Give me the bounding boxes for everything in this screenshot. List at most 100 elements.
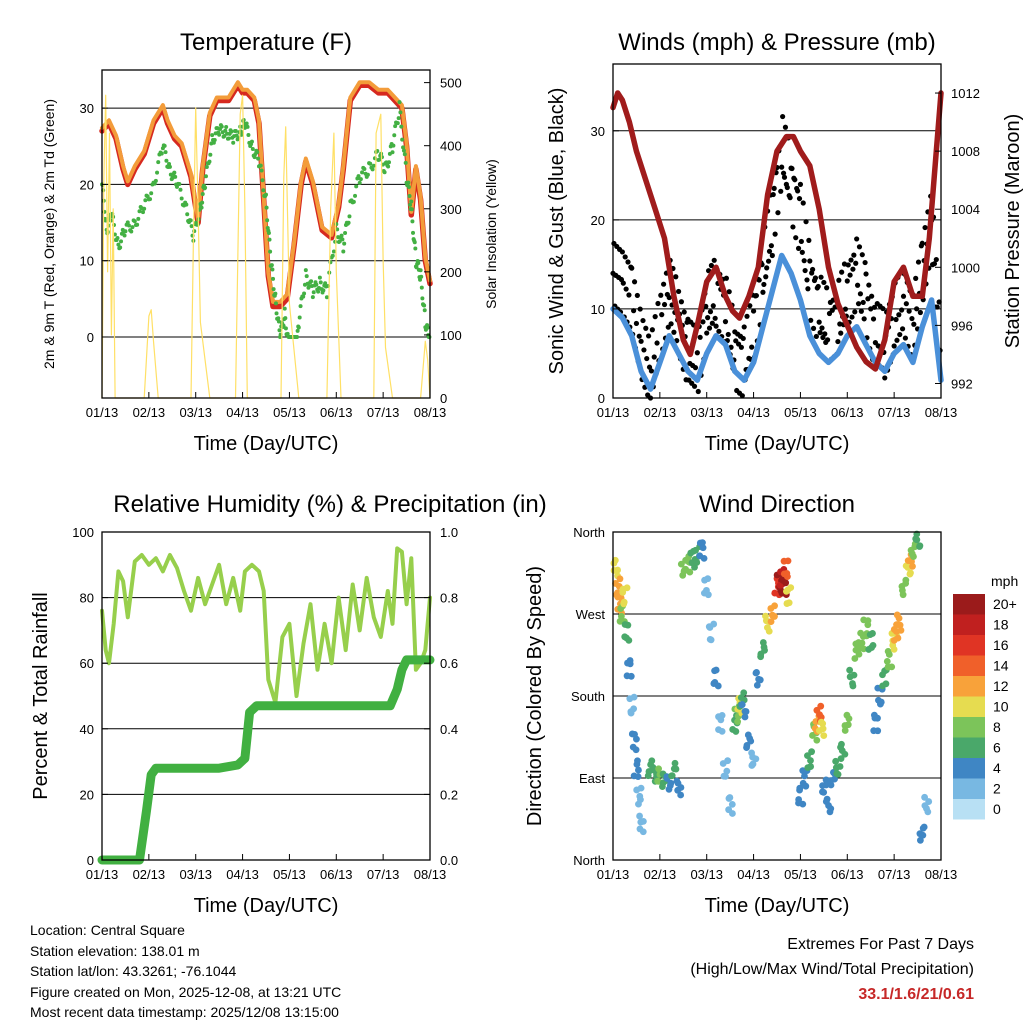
direction-point (748, 762, 756, 769)
direction-point (767, 605, 775, 612)
temperature-xlabel: Time (Day/UTC) (194, 433, 339, 455)
winds-point-gust (709, 320, 715, 326)
direction-ytick-label: East (579, 771, 605, 786)
direction-point (869, 641, 877, 649)
winds-point-gust (900, 293, 907, 299)
winds-ytick-label: 10 (591, 302, 605, 317)
direction-point (740, 689, 748, 697)
temperature-point-dewpoint (323, 281, 328, 286)
temperature-point-dewpoint (137, 209, 142, 214)
direction-point (715, 713, 722, 721)
winds-point-gust (775, 210, 781, 216)
direction-point (858, 639, 866, 647)
direction-point (752, 669, 760, 677)
humidity-title: Relative Humidity (%) & Precipitation (i… (113, 491, 546, 518)
winds-point-gust (691, 383, 698, 389)
temperature-point-dewpoint (178, 187, 183, 192)
winds-point-gust (880, 305, 886, 312)
temperature-point-dewpoint (377, 157, 382, 162)
temperature-point-dewpoint (136, 216, 141, 221)
temperature-point-dewpoint (343, 230, 348, 235)
winds-point-gust (852, 309, 858, 315)
winds-point-gust (768, 243, 774, 249)
direction-point (696, 552, 704, 560)
winds-point-gust (906, 308, 912, 314)
figure-created: Figure created on Mon, 2025-12-08, at 13… (30, 983, 342, 1000)
direction-point (820, 732, 828, 740)
temperature-point-dewpoint (397, 100, 402, 105)
direction-point (817, 702, 825, 710)
temperature-point-dewpoint (142, 206, 147, 211)
direction-xtick-label: 02/13 (644, 867, 677, 882)
temperature-point-dewpoint (271, 276, 276, 281)
temperature-point-dewpoint (365, 172, 370, 177)
temperature-point-dewpoint (356, 174, 361, 179)
winds-point-gust (793, 235, 799, 241)
temperature-point-dewpoint (219, 124, 224, 129)
winds-point-gust (744, 313, 750, 319)
temperature-point-dewpoint (164, 158, 169, 163)
temperature-point-dewpoint (368, 161, 373, 166)
temperature-point-dewpoint (245, 124, 250, 129)
extremes-subheading: (High/Low/Max Wind/Total Precipitation) (690, 961, 974, 978)
winds-point-gust (694, 350, 700, 356)
colorbar-swatch (953, 737, 985, 758)
temperature-point-dewpoint (273, 301, 278, 306)
winds-point-gust (870, 316, 877, 322)
temperature-point-dewpoint (339, 233, 344, 238)
temperature-point-dewpoint (210, 133, 215, 138)
direction-point (706, 635, 714, 643)
winds-point-gust (723, 275, 729, 281)
direction-point (852, 640, 860, 648)
station-location: Location: Central Square (30, 922, 185, 938)
direction-point (841, 722, 849, 729)
colorbar-swatch (953, 594, 985, 615)
direction-point (619, 588, 627, 596)
temperature-point-dewpoint (353, 193, 358, 198)
winds-point-gust (819, 325, 825, 331)
colorbar-label: 18 (993, 617, 1009, 633)
direction-point (837, 743, 844, 751)
winds-point-gust (796, 195, 803, 202)
humidity-line-precip (97, 655, 435, 865)
temperature-point-dewpoint (252, 155, 257, 160)
winds-point-gust (845, 262, 851, 268)
temperature-y2tick-label: 300 (440, 202, 462, 217)
winds-point-gust (806, 237, 812, 243)
temperature-point-dewpoint (418, 277, 423, 282)
humidity-frame (101, 531, 431, 861)
humidity-xtick-label: 01/13 (86, 867, 119, 882)
temperature-point-dewpoint (401, 148, 406, 153)
winds-point-gust (659, 312, 665, 318)
colorbar-swatch (953, 717, 985, 738)
winds-point-gust (795, 245, 802, 251)
winds-point-gust (813, 333, 819, 340)
temperature-point-dewpoint (204, 164, 209, 169)
winds-point-gust (821, 279, 827, 286)
winds-point-gust (922, 224, 928, 231)
winds-point-gust (764, 265, 770, 271)
humidity-xtick-label: 02/13 (133, 867, 166, 882)
direction-point (620, 598, 628, 606)
direction-point (795, 799, 802, 807)
temperature-point-dewpoint (346, 220, 351, 225)
winds-point-gust (853, 260, 859, 266)
direction-point (846, 673, 854, 681)
direction-point (703, 586, 710, 594)
station-latlon: Station lat/lon: 43.3261; -76.1044 (30, 963, 237, 979)
winds-point-gust (740, 335, 746, 342)
direction-point (718, 727, 726, 735)
temperature-point-dewpoint (203, 185, 208, 190)
temperature-point-dewpoint (295, 334, 300, 339)
winds-point-gust (765, 258, 772, 264)
temperature-point-dewpoint (222, 133, 227, 138)
winds-xtick-label: 07/13 (878, 405, 911, 420)
winds-ylabel: Sonic Wind & Gust (Blue, Black) (546, 88, 568, 375)
winds-point-gust (784, 184, 790, 191)
winds-xtick-label: 05/13 (784, 405, 817, 420)
temperature-point-dewpoint (264, 192, 268, 197)
temperature-point-dewpoint (277, 328, 282, 333)
winds-point-gust (651, 354, 657, 360)
direction-panel: 01/13 02/13 03/13 04/13 05/13 06/13 07/13 08/13… (524, 491, 1018, 917)
temperature-point-dewpoint (177, 182, 182, 187)
